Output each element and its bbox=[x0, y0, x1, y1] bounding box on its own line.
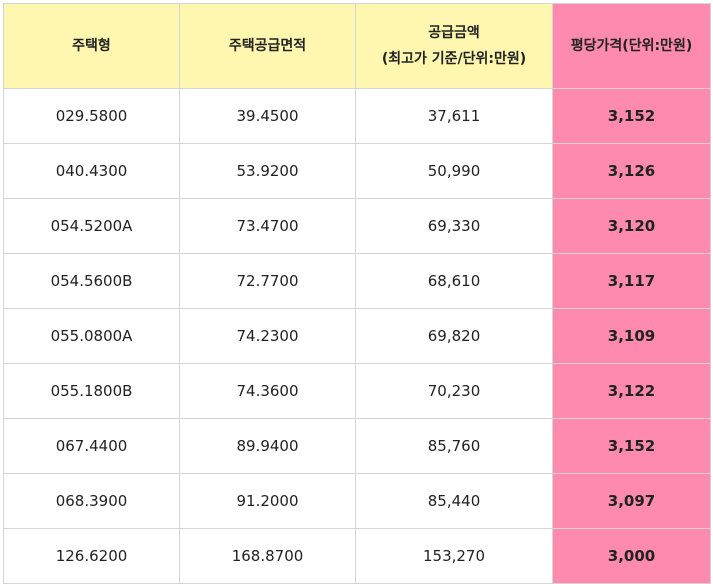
header-row: 주택형 주택공급면적 공급금액 (최고가 기준/단위:만원) 평당가격(단위:만… bbox=[3, 3, 711, 89]
cell-per-pyeong: 3,122 bbox=[552, 363, 711, 419]
table-row: 040.4300 53.9200 50,990 3,126 bbox=[3, 143, 711, 199]
header-price-line1: 공급금액 bbox=[428, 25, 480, 41]
header-price: 공급금액 (최고가 기준/단위:만원) bbox=[355, 3, 553, 89]
cell-price: 85,440 bbox=[355, 473, 553, 529]
cell-price: 69,330 bbox=[355, 198, 553, 254]
cell-type: 029.5800 bbox=[3, 88, 180, 144]
cell-price: 50,990 bbox=[355, 143, 553, 199]
cell-per-pyeong: 3,126 bbox=[552, 143, 711, 199]
price-table-container: 주택형 주택공급면적 공급금액 (최고가 기준/단위:만원) 평당가격(단위:만… bbox=[3, 3, 711, 584]
table-body: 029.5800 39.4500 37,611 3,152 040.4300 53.920… bbox=[3, 88, 711, 584]
cell-area: 39.4500 bbox=[179, 88, 356, 144]
table-row: 068.3900 91.2000 85,440 3,097 bbox=[3, 473, 711, 529]
header-price-line2: (최고가 기준/단위:만원) bbox=[381, 51, 527, 67]
cell-price: 37,611 bbox=[355, 88, 553, 144]
cell-type: 067.4400 bbox=[3, 418, 180, 474]
cell-price: 153,270 bbox=[355, 528, 553, 584]
price-table: 주택형 주택공급면적 공급금액 (최고가 기준/단위:만원) 평당가격(단위:만… bbox=[3, 3, 711, 584]
cell-type: 054.5600B bbox=[3, 253, 180, 309]
cell-per-pyeong: 3,117 bbox=[552, 253, 711, 309]
cell-per-pyeong: 3,152 bbox=[552, 418, 711, 474]
table-row: 067.4400 89.9400 85,760 3,152 bbox=[3, 418, 711, 474]
cell-price: 69,820 bbox=[355, 308, 553, 364]
cell-area: 89.9400 bbox=[179, 418, 356, 474]
cell-per-pyeong: 3,120 bbox=[552, 198, 711, 254]
table-row: 126.6200 168.8700 153,270 3,000 bbox=[3, 528, 711, 584]
cell-type: 126.6200 bbox=[3, 528, 180, 584]
cell-area: 53.9200 bbox=[179, 143, 356, 199]
cell-area: 72.7700 bbox=[179, 253, 356, 309]
cell-area: 74.2300 bbox=[179, 308, 356, 364]
cell-per-pyeong: 3,097 bbox=[552, 473, 711, 529]
cell-area: 168.8700 bbox=[179, 528, 356, 584]
cell-per-pyeong: 3,000 bbox=[552, 528, 711, 584]
cell-area: 74.3600 bbox=[179, 363, 356, 419]
cell-price: 68,610 bbox=[355, 253, 553, 309]
table-row: 054.5200A 73.4700 69,330 3,120 bbox=[3, 198, 711, 254]
cell-price: 85,760 bbox=[355, 418, 553, 474]
cell-price: 70,230 bbox=[355, 363, 553, 419]
cell-area: 91.2000 bbox=[179, 473, 356, 529]
cell-per-pyeong: 3,109 bbox=[552, 308, 711, 364]
cell-type: 040.4300 bbox=[3, 143, 180, 199]
header-type: 주택형 bbox=[3, 3, 180, 89]
header-area: 주택공급면적 bbox=[179, 3, 356, 89]
cell-type: 068.3900 bbox=[3, 473, 180, 529]
table-row: 055.0800A 74.2300 69,820 3,109 bbox=[3, 308, 711, 364]
cell-area: 73.4700 bbox=[179, 198, 356, 254]
header-per-pyeong: 평당가격(단위:만원) bbox=[552, 3, 711, 89]
cell-per-pyeong: 3,152 bbox=[552, 88, 711, 144]
table-row: 055.1800B 74.3600 70,230 3,122 bbox=[3, 363, 711, 419]
cell-type: 055.1800B bbox=[3, 363, 180, 419]
cell-type: 055.0800A bbox=[3, 308, 180, 364]
cell-type: 054.5200A bbox=[3, 198, 180, 254]
table-row: 054.5600B 72.7700 68,610 3,117 bbox=[3, 253, 711, 309]
table-row: 029.5800 39.4500 37,611 3,152 bbox=[3, 88, 711, 144]
